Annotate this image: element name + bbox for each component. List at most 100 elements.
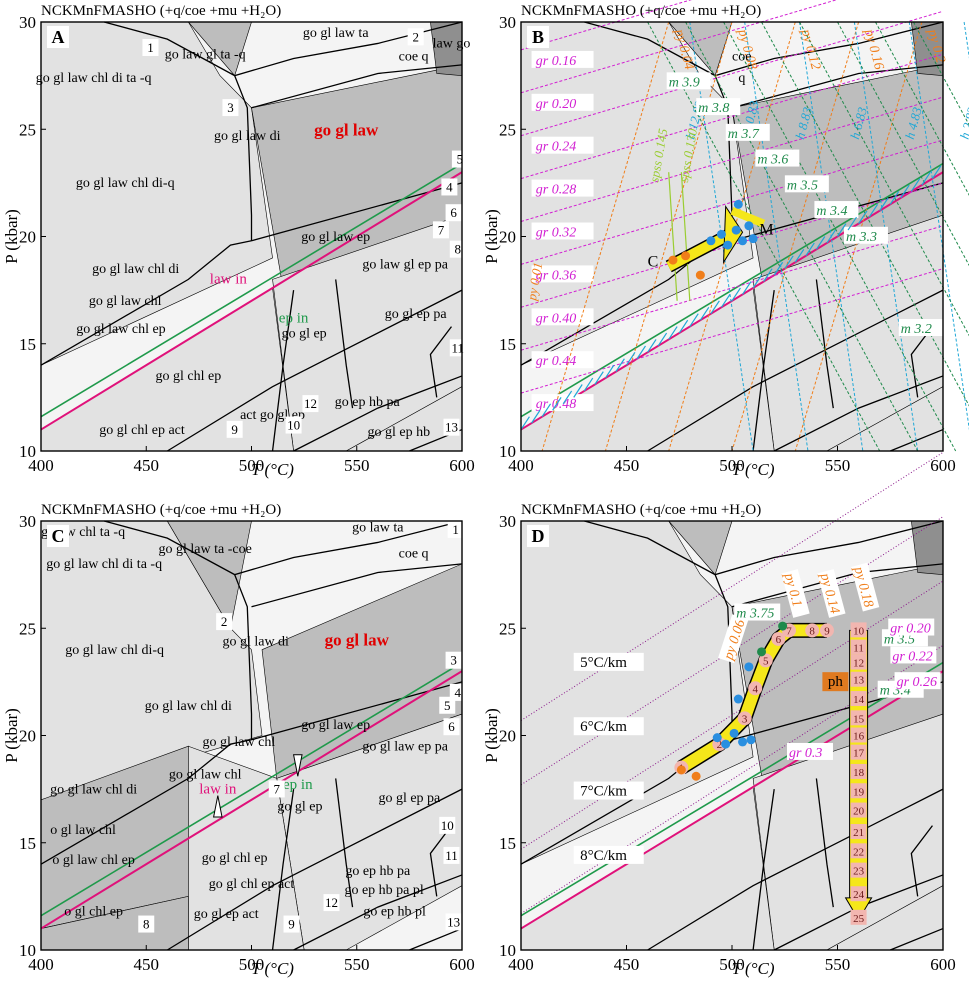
x-tick-label: 500: [719, 456, 745, 475]
field-label: go gl law chl di ta -q: [36, 71, 152, 86]
y-tick-label: 30: [19, 13, 36, 32]
geotherm-label: 5°C/km: [580, 655, 627, 671]
sample-point: [706, 236, 716, 246]
x-tick-label: 500: [239, 955, 265, 974]
geotherm-label-box: [573, 717, 644, 736]
field-number: 5: [444, 698, 451, 713]
field-label: go ep hb pa: [335, 395, 401, 410]
step-number: 3: [742, 713, 748, 725]
reaction-boundary: [584, 21, 944, 77]
isopleth-label-box: [843, 226, 888, 244]
hatch-line: [573, 384, 583, 398]
m-isopleth: [875, 21, 969, 196]
field-label: coe q: [399, 50, 429, 65]
field-label: law go: [433, 37, 471, 52]
field-number-box: [451, 150, 468, 168]
x-tick-label: 600: [449, 456, 475, 475]
field-number: 7: [438, 222, 445, 237]
geotherm: [520, 451, 944, 721]
isopleth-label-box: [531, 265, 594, 283]
geotherm: [520, 580, 944, 850]
field-label: go law ta: [352, 521, 404, 536]
m-isopleth-label: m 3.3: [846, 230, 877, 245]
panel-A: go gl law chl di ta -q go law gl ta -q go …: [2, 3, 475, 479]
field-label: go gl law chl: [203, 735, 276, 750]
isopleth-label-box: [718, 614, 749, 664]
field-label: go gl law ep pa: [362, 740, 448, 755]
hatch-line: [583, 377, 594, 392]
hatch-line: [889, 191, 900, 205]
field-number: 4: [455, 685, 462, 700]
step-marker: [737, 711, 752, 726]
isopleth-label: gr 0.26: [897, 675, 937, 690]
hatch-line: [615, 358, 625, 372]
isopleth-label-box: [725, 123, 770, 141]
field-number-box: [447, 520, 464, 538]
hatch-line: [604, 364, 615, 379]
field-number: 5: [457, 152, 464, 167]
gr-isopleth-label: gr 0.28: [536, 183, 576, 198]
reaction-boundary: [271, 290, 295, 452]
panel-letter: B: [532, 27, 544, 47]
field-label: go gl law chl di-q: [65, 643, 164, 658]
field-label: coe q: [399, 546, 429, 561]
field-label: go gl law chl di: [92, 262, 179, 277]
x-tick-label: 450: [614, 955, 640, 974]
reaction-boundary: [773, 375, 944, 452]
x-tick-label: 400: [28, 456, 54, 475]
field-number-box: [323, 894, 340, 912]
reaction-boundary: [166, 289, 463, 452]
geotherm-label-box: [573, 781, 644, 800]
gr-isopleth: [520, 182, 944, 308]
reaction-label: ep in: [279, 310, 309, 326]
hatch-line: [868, 203, 879, 218]
sample-point: [681, 251, 691, 261]
panel-letter: A: [52, 27, 65, 47]
step-marker: [850, 862, 867, 878]
y-tick-label: 25: [499, 120, 516, 139]
field-label: go gl law di: [222, 634, 289, 649]
hatch-line: [594, 371, 604, 385]
field-number: 9: [231, 422, 238, 437]
hatch-line: [752, 274, 763, 289]
reaction-label: law in: [210, 272, 248, 288]
m-isopleth-label: m 3.6: [757, 153, 788, 168]
field-number-box: [443, 718, 460, 736]
field-label: go ep hb pa: [345, 864, 411, 879]
isopleth-label-box: [890, 646, 937, 664]
ph-label: ph: [828, 674, 844, 690]
field-label: go gl law ta: [303, 26, 369, 41]
field-label: go gl ep pa: [385, 307, 448, 322]
field-label: go gl ep act: [194, 907, 259, 922]
step-number: 12: [853, 658, 864, 670]
isopleth-label-box: [781, 569, 810, 618]
field-number: 12: [304, 396, 317, 411]
reaction-boundary: [409, 927, 463, 951]
field-label: go gl law chl: [169, 767, 242, 782]
step-marker: [748, 681, 763, 696]
gr-isopleth-label: gr 0.32: [536, 226, 576, 241]
py-isopleth: [604, 21, 733, 452]
field-label: go gl law chl: [89, 294, 162, 309]
x-tick-label: 450: [134, 955, 160, 974]
reaction-boundary: [752, 789, 775, 951]
y-tick-label: 25: [19, 619, 36, 638]
sample-point: [729, 728, 739, 738]
reaction-boundary: [890, 428, 944, 452]
field-label: go gl chl ep act: [99, 423, 185, 438]
step-marker: [850, 639, 867, 655]
field-label: go gl ep pa: [378, 791, 441, 806]
hatch-line: [689, 313, 699, 327]
y-tick-label: 10: [499, 941, 516, 960]
isopleth-label-box: [531, 179, 594, 197]
hatch-line: [520, 416, 530, 430]
gr-isopleth-label: gr 0.24: [536, 140, 576, 155]
reaction-boundary: [335, 279, 354, 409]
step-marker: [805, 623, 820, 638]
hatch-line: [910, 178, 921, 192]
step-number: 4: [752, 683, 758, 695]
isopleth-label-box: [531, 308, 594, 326]
field-number-box: [407, 28, 424, 46]
field-label: go gl chl ep: [155, 369, 221, 384]
